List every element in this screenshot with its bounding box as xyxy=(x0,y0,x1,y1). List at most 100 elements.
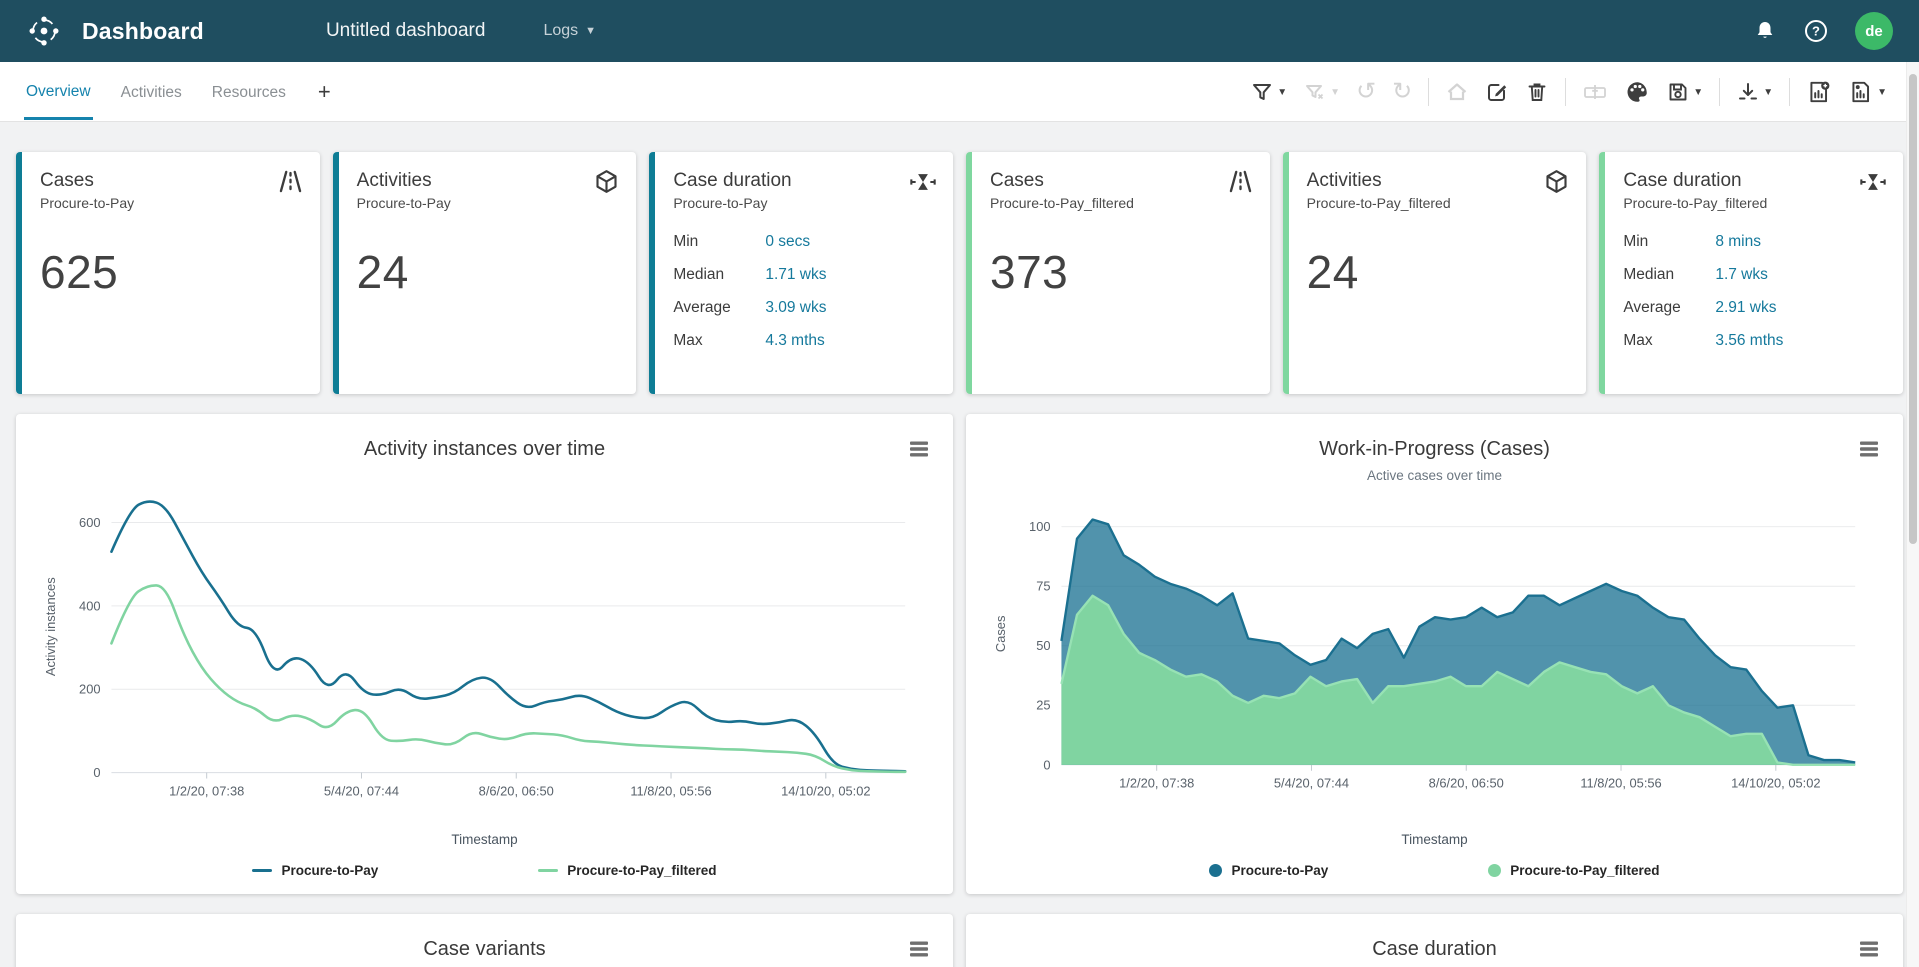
chart-card-work-in-progress[interactable]: Work-in-Progress (Cases) Active cases ov… xyxy=(966,414,1903,894)
theme-palette-button[interactable] xyxy=(1624,79,1650,105)
card-title: Case duration xyxy=(673,170,933,192)
download-icon xyxy=(1736,80,1760,104)
filter-button[interactable]: ▼ xyxy=(1250,80,1287,104)
rename-button[interactable] xyxy=(1582,80,1608,104)
kpi-card-cases-filtered[interactable]: Cases Procure-to-Pay_filtered 373 xyxy=(966,152,1270,394)
kpi-row: Cases Procure-to-Pay 625 Activities Proc… xyxy=(16,152,1903,394)
kpi-value: 24 xyxy=(357,245,617,299)
chevron-down-icon: ▼ xyxy=(1693,87,1703,98)
svg-text:Activity instances: Activity instances xyxy=(43,577,58,676)
stat-row: Max4.3 mths xyxy=(673,332,933,350)
notifications-bell-icon[interactable] xyxy=(1753,19,1777,43)
stat-row: Min0 secs xyxy=(673,233,933,251)
download-button[interactable]: ▼ xyxy=(1736,80,1773,104)
export-chart-button[interactable]: ▼ xyxy=(1848,79,1887,105)
logs-dropdown-label: Logs xyxy=(543,22,578,40)
svg-text:14/10/20, 05:02: 14/10/20, 05:02 xyxy=(781,783,871,798)
app-logo-icon[interactable] xyxy=(26,13,62,49)
tab-activities[interactable]: Activities xyxy=(119,65,184,118)
log-color-accent xyxy=(1599,152,1605,394)
legend-item[interactable]: Procure-to-Pay_filtered xyxy=(1488,863,1659,878)
svg-text:0: 0 xyxy=(93,765,100,780)
tab-overview[interactable]: Overview xyxy=(24,64,93,120)
undo-icon: ↺ xyxy=(1356,80,1376,104)
legend-marker-dot xyxy=(1209,864,1222,877)
undo-button[interactable]: ↺ xyxy=(1356,80,1376,104)
chevron-down-icon: ▼ xyxy=(1330,87,1340,98)
bottom-row: Case variants Case duration xyxy=(16,914,1903,967)
x-axis-label: Timestamp xyxy=(988,832,1881,847)
logs-dropdown[interactable]: Logs ▼ xyxy=(543,22,596,40)
log-color-accent xyxy=(1283,152,1289,394)
kpi-card-activities[interactable]: Activities Procure-to-Pay 24 xyxy=(333,152,637,394)
svg-text:200: 200 xyxy=(79,682,100,697)
stat-value: 4.3 mths xyxy=(765,332,824,350)
kpi-card-case-duration-filtered[interactable]: Case duration Procure-to-Pay_filtered Mi… xyxy=(1599,152,1903,394)
svg-text:100: 100 xyxy=(1029,519,1050,534)
chart-card-case-variants[interactable]: Case variants xyxy=(16,914,953,967)
delete-button[interactable] xyxy=(1525,80,1549,104)
chart-legend: Procure-to-Pay Procure-to-Pay_filtered xyxy=(38,863,931,878)
legend-marker-line xyxy=(538,869,558,873)
cube-icon xyxy=(1543,168,1570,200)
stat-value: 2.91 wks xyxy=(1715,299,1776,317)
toolbar-separator xyxy=(1789,78,1790,106)
avatar[interactable]: de xyxy=(1855,12,1893,50)
stat-label: Average xyxy=(673,299,765,317)
add-chart-button[interactable] xyxy=(1806,79,1832,105)
legend-marker-dot xyxy=(1488,864,1501,877)
kpi-card-activities-filtered[interactable]: Activities Procure-to-Pay_filtered 24 xyxy=(1283,152,1587,394)
svg-text:?: ? xyxy=(1812,24,1820,39)
chart-menu-icon[interactable] xyxy=(1859,940,1879,958)
trash-icon xyxy=(1525,80,1549,104)
svg-text:Cases: Cases xyxy=(993,616,1008,653)
redo-button[interactable]: ↻ xyxy=(1392,80,1412,104)
dashboard-toolbar: ▼ ▼ ↺ ↻ ▼ ▼ xyxy=(1242,78,1895,106)
svg-text:50: 50 xyxy=(1036,638,1050,653)
home-button[interactable] xyxy=(1445,80,1469,104)
kpi-card-cases[interactable]: Cases Procure-to-Pay 625 xyxy=(16,152,320,394)
scrollbar-track[interactable] xyxy=(1906,62,1919,967)
kpi-card-case-duration[interactable]: Case duration Procure-to-Pay Min0 secs M… xyxy=(649,152,953,394)
legend-item[interactable]: Procure-to-Pay xyxy=(252,863,378,878)
legend-item[interactable]: Procure-to-Pay_filtered xyxy=(538,863,716,878)
legend-item[interactable]: Procure-to-Pay xyxy=(1209,863,1328,878)
duration-stats: Min8 mins Median1.7 wks Average2.91 wks … xyxy=(1623,233,1883,350)
stat-row: Average2.91 wks xyxy=(1623,299,1883,317)
rename-icon xyxy=(1582,80,1608,104)
edit-icon xyxy=(1485,80,1509,104)
scrollbar-thumb[interactable] xyxy=(1909,74,1917,544)
duration-icon xyxy=(909,168,937,201)
chevron-down-icon: ▼ xyxy=(585,25,596,37)
stat-row: Median1.7 wks xyxy=(1623,266,1883,284)
area-chart-plot[interactable]: 02550751001/2/20, 07:385/4/20, 07:448/6/… xyxy=(988,487,1881,832)
x-axis-label: Timestamp xyxy=(38,832,931,847)
chevron-down-icon: ▼ xyxy=(1763,87,1773,98)
stat-label: Average xyxy=(1623,299,1715,317)
chevron-down-icon: ▼ xyxy=(1277,87,1287,98)
svg-text:5/4/20, 07:44: 5/4/20, 07:44 xyxy=(1274,776,1349,791)
tab-bar: Overview Activities Resources + ▼ ▼ ↺ ↻ xyxy=(0,62,1919,122)
chart-card-case-duration-bottom[interactable]: Case duration xyxy=(966,914,1903,967)
chart-menu-icon[interactable] xyxy=(1859,440,1879,458)
remove-filter-button[interactable]: ▼ xyxy=(1303,80,1340,104)
svg-text:8/6/20, 06:50: 8/6/20, 06:50 xyxy=(479,783,554,798)
stat-label: Median xyxy=(673,266,765,284)
card-title: Cases xyxy=(990,170,1250,192)
chart-card-activity-instances[interactable]: Activity instances over time 02004006001… xyxy=(16,414,953,894)
line-chart-plot[interactable]: 02004006001/2/20, 07:385/4/20, 07:448/6/… xyxy=(38,465,931,832)
chart-menu-icon[interactable] xyxy=(909,940,929,958)
dashboard-name[interactable]: Untitled dashboard xyxy=(326,20,486,42)
redo-icon: ↻ xyxy=(1392,80,1412,104)
tab-resources[interactable]: Resources xyxy=(210,65,288,118)
kpi-value: 625 xyxy=(40,245,300,299)
edit-button[interactable] xyxy=(1485,80,1509,104)
page-title: Dashboard xyxy=(82,18,204,45)
svg-text:400: 400 xyxy=(79,598,100,613)
help-icon[interactable]: ? xyxy=(1803,18,1829,44)
card-subtitle: Procure-to-Pay xyxy=(673,195,933,211)
chart-menu-icon[interactable] xyxy=(909,440,929,458)
remove-filter-icon xyxy=(1303,80,1327,104)
add-tab-button[interactable]: + xyxy=(318,81,331,103)
save-button[interactable]: ▼ xyxy=(1666,80,1703,104)
